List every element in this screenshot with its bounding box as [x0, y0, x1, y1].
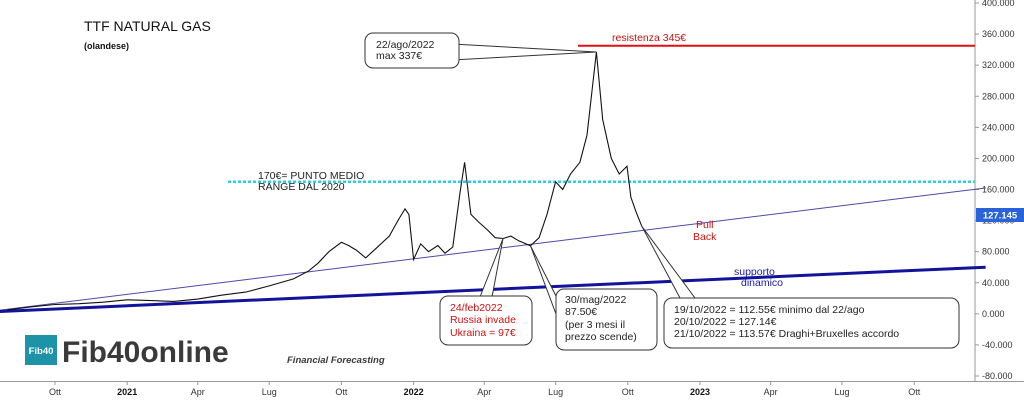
x-tick-label: Lug — [262, 387, 277, 397]
peak-callout-box — [364, 32, 460, 69]
y-axis: 400.000 360.000 320.000 280.000 240.000 200.0… — [975, 0, 1015, 381]
peak-callout-line-1: 22/ago/2022 — [376, 39, 435, 51]
chart-subtitle: (olandese) — [84, 41, 129, 51]
peak-callout: 22/ago/2022 max 337€ — [364, 32, 597, 69]
invasion-callout: 24/feb2022 Russia invade Ukraina = 97€ — [439, 238, 533, 346]
y-tick-label: -80.000 — [982, 371, 1013, 381]
may-callout-line-4: prezzo scende) — [565, 331, 637, 343]
y-tick-label: 280.000 — [982, 91, 1015, 101]
logo-badge — [25, 335, 57, 365]
may-callout-pointer — [530, 245, 557, 315]
logo-name: Fib40online — [62, 336, 229, 369]
y-tick-label: 0.000 — [982, 309, 1005, 319]
last-price-label: 127.145 — [983, 211, 1018, 222]
x-tick-label: Ott — [908, 387, 921, 397]
midpoint-label-2: RANGE DAL 2020 — [258, 181, 345, 193]
y-tick-label: 80.000 — [982, 247, 1010, 257]
support-label-1: supporto — [734, 266, 775, 278]
x-tick-label: Lug — [548, 387, 563, 397]
recent-callout-line-1: 19/10/2022 = 112.55€ minimo dal 22/ago — [674, 304, 865, 316]
invasion-callout-box — [439, 295, 533, 346]
logo-tagline: Financial Forecasting — [287, 355, 385, 366]
price-series-line — [7, 51, 643, 311]
x-tick-label: 2023 — [690, 387, 710, 397]
resistance-label: resistenza 345€ — [612, 32, 686, 44]
peak-callout-line-2: max 337€ — [376, 50, 422, 62]
recent-callout-line-3: 21/10/2022 = 113.57€ Draghi+Bruxelles ac… — [674, 328, 899, 340]
x-tick-label: Apr — [191, 387, 205, 397]
x-tick-label: Ott — [622, 387, 635, 397]
y-tick-label: 160.000 — [982, 185, 1015, 195]
may-callout-box — [555, 288, 658, 351]
fib40-logo: Fib40 Fib40online Financial Forecasting — [25, 335, 385, 369]
trendline-thin — [0, 187, 986, 311]
x-tick-label: 2021 — [117, 387, 137, 397]
recent-callout-pointer — [641, 226, 696, 299]
peak-callout-pointer — [451, 43, 597, 61]
invasion-callout-line-2: Russia invade — [450, 314, 516, 326]
logo-badge-text: Fib40 — [29, 346, 54, 357]
pullback-label-2: Back — [693, 231, 717, 243]
may-callout-line-2: 87.50€ — [565, 306, 597, 318]
midpoint-label-1: 170€= PUNTO MEDIO — [258, 170, 364, 182]
x-axis: Ott 2021 Apr Lug Ott 2022 Apr Lug Ott 2023 Apr Lug O… — [49, 381, 921, 397]
x-tick-label: Apr — [764, 387, 778, 397]
chart-title: TTF NATURAL GAS — [84, 18, 211, 34]
y-tick-label: 400.000 — [982, 0, 1015, 8]
x-tick-label: Apr — [477, 387, 491, 397]
y-tick-label: 200.000 — [982, 153, 1015, 163]
x-tick-label: 2022 — [404, 387, 424, 397]
support-label-2: dinamico — [741, 277, 783, 289]
invasion-callout-line-3: Ukraina = 97€ — [450, 327, 516, 339]
y-tick-label: 240.000 — [982, 122, 1015, 132]
pullback-label-1: Pull — [696, 219, 714, 231]
recent-callout-line-2: 20/10/2022 = 127.14€ — [674, 316, 777, 328]
may-callout: 30/mag/2022 87.50€ (per 3 mesi il prezzo… — [530, 245, 658, 351]
may-callout-line-1: 30/mag/2022 — [565, 294, 626, 306]
y-tick-label: 360.000 — [982, 29, 1015, 39]
y-tick-label: 40.000 — [982, 278, 1010, 288]
last-price-badge — [976, 208, 1024, 222]
x-tick-label: Lug — [835, 387, 850, 397]
y-tick-label: -40.000 — [982, 340, 1013, 350]
x-tick-label: Ott — [335, 387, 348, 397]
may-callout-line-3: (per 3 mesi il — [565, 319, 625, 331]
recent-callout-box — [663, 297, 960, 349]
recent-callout: 19/10/2022 = 112.55€ minimo dal 22/ago 2… — [641, 226, 960, 349]
x-tick-label: Ott — [49, 387, 62, 397]
y-tick-label: 320.000 — [982, 60, 1015, 70]
invasion-callout-line-1: 24/feb2022 — [450, 302, 503, 314]
